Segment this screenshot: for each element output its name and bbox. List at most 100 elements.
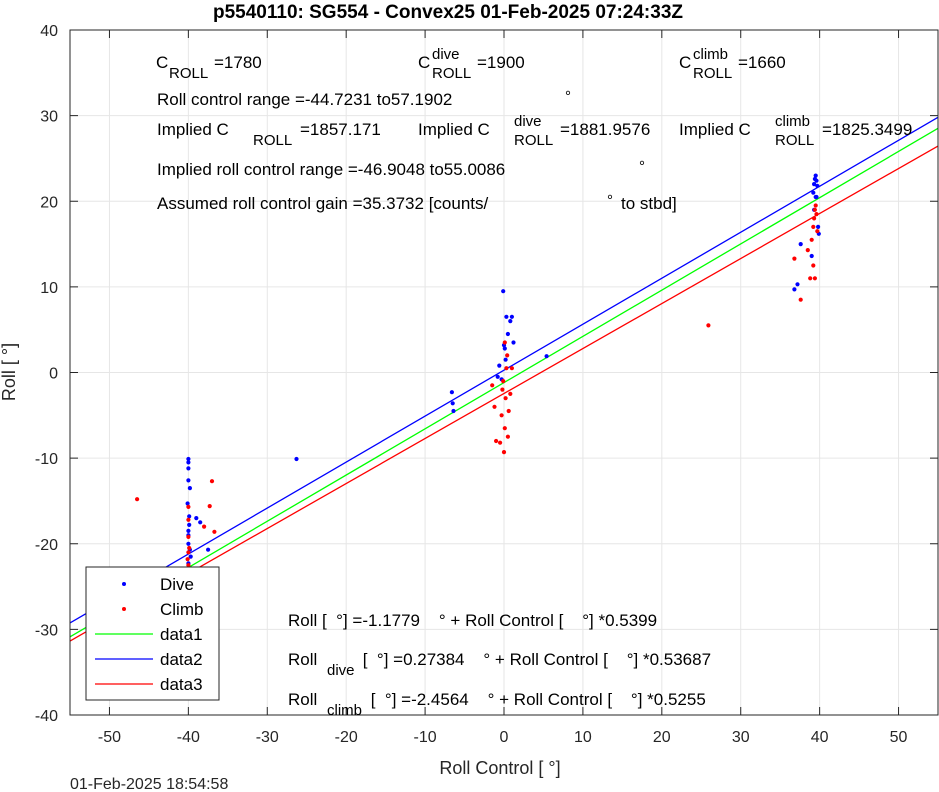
point-climb xyxy=(812,216,817,221)
point-climb xyxy=(813,203,818,208)
point-dive xyxy=(450,401,455,406)
point-climb xyxy=(492,404,497,409)
annotation-implied-c-dive: Implied C dive ROLL =1881.9576 xyxy=(418,113,650,149)
point-climb xyxy=(814,212,819,217)
svg-text:Implied C: Implied C xyxy=(418,120,490,139)
svg-text:ROLL: ROLL xyxy=(514,132,553,149)
point-climb xyxy=(811,263,816,268)
point-climb xyxy=(185,557,190,562)
point-dive xyxy=(186,466,191,471)
point-dive xyxy=(504,314,509,319)
y-tick-label: 40 xyxy=(40,23,58,40)
point-climb xyxy=(502,426,507,431)
y-tick-label: 10 xyxy=(40,280,58,297)
point-climb xyxy=(212,529,217,534)
x-tick-label: -50 xyxy=(98,729,121,746)
annotation-implied-c-climb: Implied C climb ROLL =1825.3499 xyxy=(679,113,912,149)
legend-entry-dive: Dive xyxy=(122,575,194,594)
point-dive xyxy=(508,319,513,324)
y-tick-label: 0 xyxy=(49,366,58,383)
point-dive xyxy=(814,178,819,183)
y-tick-label: -10 xyxy=(35,451,58,468)
point-dive xyxy=(451,408,456,414)
point-climb xyxy=(498,440,503,445)
x-tick-label: -20 xyxy=(335,729,358,746)
point-climb xyxy=(494,438,499,444)
svg-text:ROLL: ROLL xyxy=(169,65,208,82)
point-climb xyxy=(505,434,510,439)
point-dive xyxy=(186,460,191,465)
x-tick-label: 20 xyxy=(653,729,671,746)
point-climb xyxy=(798,297,803,302)
point-climb xyxy=(186,563,191,568)
svg-text:ROLL: ROLL xyxy=(253,132,292,149)
point-climb xyxy=(501,379,506,384)
point-climb xyxy=(186,534,191,540)
point-climb xyxy=(812,276,818,281)
legend-entry-data1: data1 xyxy=(95,625,203,644)
legend-entry-data3: data3 xyxy=(95,675,203,694)
x-tick-label: -40 xyxy=(177,729,200,746)
fit-line-data3 xyxy=(69,145,939,642)
y-tick-label: -20 xyxy=(35,537,58,554)
x-tick-label: 10 xyxy=(574,729,592,746)
point-climb xyxy=(186,504,191,509)
svg-text:Dive: Dive xyxy=(160,575,194,594)
equation-roll-dive: Roll dive [ °] =0.27384 ° + Roll Control… xyxy=(288,650,711,679)
legend: Dive Climb data1 data2 data3 xyxy=(85,566,220,701)
point-climb xyxy=(202,524,207,529)
svg-text:=1900: =1900 xyxy=(477,53,525,72)
svg-text:dive: dive xyxy=(432,46,460,63)
annotation-implied-c: Implied C ROLL =1857.171 xyxy=(157,120,381,149)
point-dive xyxy=(194,516,199,521)
point-dive xyxy=(187,514,192,519)
svg-text:[ °] =0.27384 ° + Roll Con: [ °] =0.27384 ° + Roll Control [ °] *0.5… xyxy=(358,650,711,669)
point-climb xyxy=(207,504,212,509)
point-dive xyxy=(186,541,191,546)
point-dive xyxy=(495,374,500,379)
svg-text:dive: dive xyxy=(327,662,355,679)
y-tick-label: 20 xyxy=(40,194,58,211)
point-dive xyxy=(206,547,211,552)
equation-roll-climb: Roll climb [ °] =-2.4564 ° + Roll Contro… xyxy=(288,690,706,719)
svg-text:climb: climb xyxy=(775,113,810,130)
point-climb xyxy=(809,237,814,242)
x-tick-label: -30 xyxy=(256,729,279,746)
point-dive xyxy=(798,242,803,247)
x-tick-label: 30 xyxy=(732,729,750,746)
svg-text:Roll: Roll xyxy=(288,650,317,669)
svg-text:Implied C: Implied C xyxy=(157,120,229,139)
svg-text:Climb: Climb xyxy=(160,600,203,619)
point-climb xyxy=(501,450,507,455)
svg-text:=1881.9576: =1881.9576 xyxy=(560,120,650,139)
svg-text:ROLL: ROLL xyxy=(693,65,732,82)
point-dive xyxy=(187,522,192,528)
point-climb xyxy=(815,229,820,234)
point-climb xyxy=(509,366,514,371)
svg-text:Roll: Roll xyxy=(288,690,317,709)
svg-text:climb: climb xyxy=(693,46,728,63)
x-tick-label: 0 xyxy=(500,729,509,746)
fit-line-data2 xyxy=(69,116,939,624)
point-dive xyxy=(198,520,203,525)
point-climb xyxy=(209,479,215,484)
x-tick-label: 50 xyxy=(890,729,908,746)
point-climb xyxy=(504,366,509,371)
point-dive xyxy=(501,289,506,294)
x-tick-label: -10 xyxy=(414,729,437,746)
svg-text:data1: data1 xyxy=(160,625,203,644)
point-climb xyxy=(508,391,513,396)
ticks: -50 -40 -30 -20 -10 0 10 20 30 40 50 -40 -30 -20 -10 0 1… xyxy=(35,23,938,746)
point-climb xyxy=(502,340,507,345)
svg-text:Implied C: Implied C xyxy=(679,120,751,139)
point-dive xyxy=(186,456,191,462)
point-dive xyxy=(502,346,507,351)
y-tick-label: 30 xyxy=(40,109,58,126)
footer-timestamp: 01-Feb-2025 18:54:58 xyxy=(70,776,228,792)
svg-text:ROLL: ROLL xyxy=(432,65,471,82)
svg-text:ROLL: ROLL xyxy=(775,132,814,149)
point-dive xyxy=(509,314,514,319)
equation-roll: Roll [ °] =-1.1779 ° + Roll Control [ °]… xyxy=(288,611,657,630)
svg-text:=1780: =1780 xyxy=(214,53,262,72)
chart-title: p5540110: SG554 - Convex25 01-Feb-2025 0… xyxy=(213,2,683,23)
